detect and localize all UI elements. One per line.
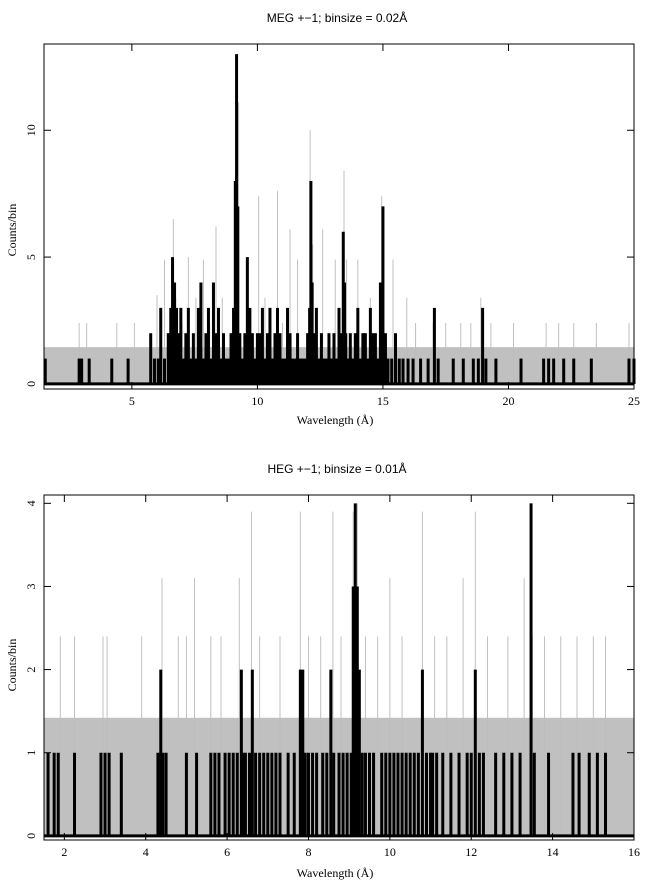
chart-title: MEG +−1; binsize = 0.02Å [267,10,407,25]
x-axis-label: Wavelength (Å) [297,413,374,427]
x-tick-label: 25 [628,394,640,408]
y-axis-ticks: 0 1 2 3 4 [24,500,634,839]
plot-frame [43,43,635,390]
y-tick-label: 4 [24,500,38,506]
x-axis-ticks: 5 10 15 20 25 [129,44,640,408]
x-tick-label: 10 [251,394,263,408]
x-tick-label: 10 [384,845,396,859]
x-tick-label: 6 [224,845,230,859]
x-tick-label: 16 [628,845,640,859]
plot-frame [43,494,635,841]
chart-title: HEG +−1; binsize = 0.01Å [267,461,406,476]
x-tick-label: 14 [547,845,559,859]
y-tick-label: 5 [24,254,38,260]
meg-chart: MEG +−1; binsize = 0.02Å 5 10 15 20 25 0510 … [5,10,640,427]
y-axis-label: Counts/bin [5,639,19,692]
black-series-layer [44,503,634,838]
x-tick-label: 4 [143,845,149,859]
x-axis-ticks: 2 4 6 8 10 12 14 16 [61,495,640,859]
x-tick-label: 20 [502,394,514,408]
y-tick-label: 3 [24,583,38,589]
heg-chart: HEG +−1; binsize = 0.01Å 2 4 6 8 10 12 14 16 01… [5,461,640,880]
x-tick-label: 2 [61,845,67,859]
x-tick-label: 12 [465,845,477,859]
y-tick-label: 1 [24,750,38,756]
x-axis-label: Wavelength (Å) [297,866,374,880]
y-axis-ticks: 0 5 10 [24,124,634,387]
y-tick-label: 2 [24,667,38,673]
black-series-layer [43,54,636,386]
y-tick-label: 10 [24,124,38,136]
y-tick-label: 0 [24,833,38,839]
y-axis-label: Counts/bin [5,204,19,257]
x-tick-label: 5 [129,394,135,408]
x-tick-label: 15 [377,394,389,408]
x-tick-label: 8 [305,845,311,859]
y-tick-label: 0 [24,381,38,387]
